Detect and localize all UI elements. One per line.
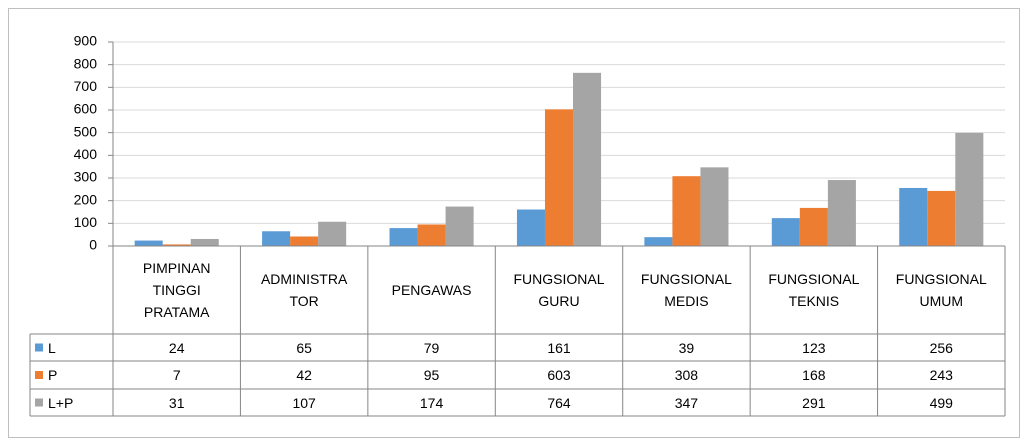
table-value: 42 xyxy=(296,367,312,383)
bar xyxy=(162,244,191,246)
legend-key xyxy=(35,398,43,407)
bar xyxy=(927,190,956,246)
category-label: PIMPINAN TINGGI PRATAMA xyxy=(142,260,211,320)
category-label: FUNGSIONAL GURU xyxy=(513,271,605,309)
y-tick-label: 700 xyxy=(74,78,98,94)
y-tick-label: 200 xyxy=(74,191,98,207)
bar xyxy=(955,132,984,246)
table-value: 603 xyxy=(547,367,571,383)
bar xyxy=(644,237,673,246)
table-value: 24 xyxy=(168,339,185,356)
category-label: PENGAWAS xyxy=(391,282,472,298)
table-value: 79 xyxy=(423,339,440,356)
table-value: 107 xyxy=(292,394,316,411)
category-label: FUNGSIONAL UMUM xyxy=(895,271,987,309)
table-value: 31 xyxy=(168,394,185,411)
table-value: 308 xyxy=(674,367,699,383)
table-value: 256 xyxy=(929,339,953,356)
table-value: 764 xyxy=(547,394,571,411)
bar xyxy=(318,221,347,246)
legend-label: L+P xyxy=(48,394,74,411)
legend-key xyxy=(35,371,43,379)
table-value: 174 xyxy=(419,394,444,411)
bar xyxy=(771,218,800,246)
category-label: FUNGSIONAL MEDIS xyxy=(640,271,732,309)
table-value: 291 xyxy=(802,394,826,411)
bar xyxy=(799,207,828,246)
bar xyxy=(190,238,219,246)
table-value: 499 xyxy=(929,394,953,411)
y-tick-label: 300 xyxy=(74,169,98,185)
category-label: FUNGSIONAL TEKNIS xyxy=(768,271,860,309)
bar xyxy=(672,176,701,246)
table-value: 347 xyxy=(674,394,699,411)
bar xyxy=(262,231,291,246)
bar xyxy=(700,167,729,246)
legend-key xyxy=(35,343,43,352)
y-tick-label: 800 xyxy=(74,55,98,71)
bar xyxy=(827,180,856,246)
y-tick-label: 600 xyxy=(74,101,98,117)
table-value: 7 xyxy=(172,367,181,383)
y-tick-label: 100 xyxy=(74,214,98,230)
legend-label: L xyxy=(48,339,56,356)
table-value: 39 xyxy=(678,339,695,356)
y-tick-label: 900 xyxy=(74,33,98,49)
y-tick-label: 0 xyxy=(89,237,97,253)
category-label: ADMINISTRA TOR xyxy=(260,271,348,309)
bar xyxy=(544,109,574,246)
table-value: 95 xyxy=(423,367,440,383)
table-value: 168 xyxy=(802,367,826,383)
legend-label: P xyxy=(48,367,58,383)
bar xyxy=(516,209,545,246)
bar xyxy=(445,206,474,246)
table-value: 123 xyxy=(802,339,826,356)
table-value: 243 xyxy=(929,367,953,383)
y-tick-label: 400 xyxy=(74,146,98,162)
bar xyxy=(417,224,446,246)
table-value: 65 xyxy=(296,339,312,356)
bar xyxy=(134,240,163,246)
bar xyxy=(389,228,418,246)
bar xyxy=(899,187,928,246)
bar xyxy=(290,236,319,246)
bar xyxy=(573,72,602,247)
y-tick-label: 500 xyxy=(74,123,98,139)
table-value: 161 xyxy=(547,339,571,356)
